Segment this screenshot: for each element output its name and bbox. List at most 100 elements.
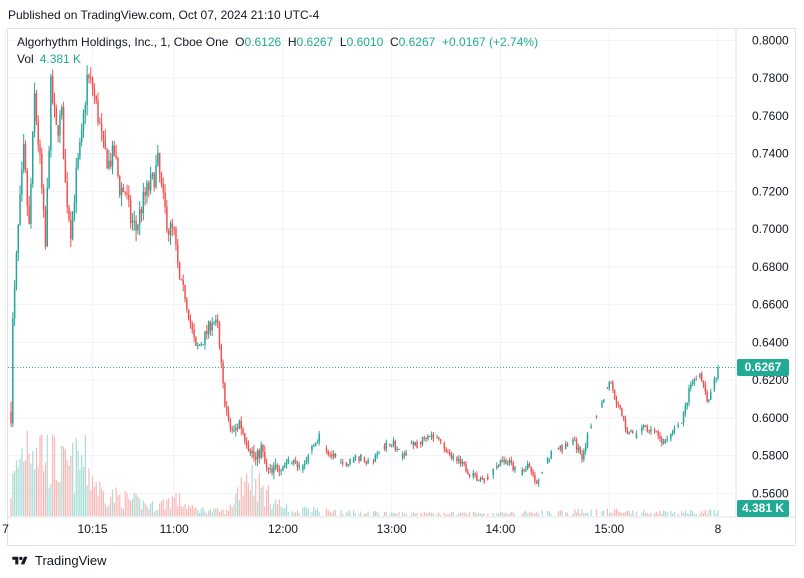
volume-bar bbox=[253, 496, 255, 516]
symbol-title[interactable]: Algorhythm Holdings, Inc., 1, Cboe One bbox=[17, 35, 229, 49]
candle-body bbox=[704, 384, 707, 392]
candle-body bbox=[559, 445, 562, 449]
candle-body bbox=[122, 187, 125, 193]
volume-label[interactable]: Vol bbox=[17, 52, 34, 66]
candle-body bbox=[423, 437, 426, 439]
volume-bar bbox=[583, 512, 585, 516]
candle-body bbox=[229, 420, 232, 429]
volume-bar bbox=[427, 512, 429, 516]
candle-body bbox=[64, 159, 67, 183]
candle-body bbox=[691, 382, 694, 385]
candle-body bbox=[126, 193, 128, 195]
volume-bar bbox=[226, 509, 228, 516]
volume-bar bbox=[438, 512, 440, 516]
candle-body bbox=[178, 262, 181, 279]
candle-body bbox=[162, 183, 165, 193]
volume-bar bbox=[302, 507, 304, 516]
candle-body bbox=[75, 167, 78, 203]
candle-body bbox=[677, 424, 679, 427]
time-tick-label: 10:15 bbox=[78, 522, 108, 536]
candle-body bbox=[307, 455, 310, 461]
candle-body bbox=[661, 438, 663, 444]
volume-bar bbox=[702, 512, 705, 516]
candle-body bbox=[247, 446, 250, 450]
volume-bar bbox=[244, 481, 246, 516]
volume-bar bbox=[73, 493, 76, 516]
candle-body bbox=[332, 453, 335, 457]
candle-body bbox=[79, 142, 81, 158]
volume-bar bbox=[576, 512, 578, 516]
candle-body bbox=[646, 426, 649, 432]
candle-body bbox=[17, 224, 20, 254]
candle-body bbox=[32, 131, 34, 184]
volume-bar bbox=[458, 513, 460, 516]
volume-bar bbox=[334, 509, 337, 516]
candle-body bbox=[695, 379, 697, 381]
candle-body bbox=[479, 478, 482, 480]
volume-bar bbox=[155, 510, 157, 516]
volume-bar bbox=[499, 512, 502, 516]
candle-body bbox=[12, 318, 14, 424]
volume-bar bbox=[46, 435, 48, 516]
candle-body bbox=[468, 474, 471, 477]
volume-bar bbox=[191, 504, 193, 516]
candle-body bbox=[62, 107, 65, 160]
volume-bar bbox=[131, 498, 134, 516]
volume-bar bbox=[33, 469, 36, 516]
volume-bar bbox=[164, 508, 166, 516]
volume-bar bbox=[701, 511, 703, 516]
volume-bar bbox=[102, 491, 105, 516]
candle-body bbox=[120, 187, 123, 196]
candle-body bbox=[506, 463, 509, 465]
footer-brand[interactable]: TradingView bbox=[10, 553, 107, 568]
volume-bar bbox=[577, 509, 580, 516]
volume-bar bbox=[285, 503, 288, 516]
volume-bar bbox=[247, 483, 250, 516]
candle-body bbox=[88, 75, 90, 78]
volume-bar bbox=[635, 511, 638, 516]
candle-body bbox=[610, 382, 612, 384]
candle-body bbox=[606, 388, 609, 390]
volume-bar bbox=[91, 476, 94, 516]
volume-bar bbox=[648, 514, 650, 516]
candle-body bbox=[603, 399, 605, 403]
candle-body bbox=[483, 478, 485, 482]
volume-bar bbox=[626, 510, 628, 516]
volume-bar bbox=[75, 438, 77, 516]
chart-legend: Algorhythm Holdings, Inc., 1, Cboe One O… bbox=[17, 35, 538, 49]
volume-bar bbox=[24, 460, 27, 516]
candle-body bbox=[439, 439, 442, 442]
candle-body bbox=[131, 221, 134, 224]
volume-bar bbox=[88, 468, 90, 516]
volume-bar bbox=[498, 513, 500, 516]
volume-bar bbox=[376, 511, 378, 516]
candle-body bbox=[91, 78, 94, 89]
volume-bar bbox=[160, 501, 163, 516]
volume-bar bbox=[492, 512, 494, 516]
candle-body bbox=[514, 466, 516, 471]
volume-bar bbox=[612, 513, 614, 516]
volume-bar bbox=[72, 442, 74, 516]
candle-body bbox=[73, 202, 76, 212]
volume-bar bbox=[394, 513, 396, 516]
volume-bar bbox=[314, 510, 317, 516]
candle-body bbox=[22, 144, 25, 170]
volume-bar bbox=[532, 514, 534, 516]
candle-body bbox=[586, 433, 589, 447]
volume-bar bbox=[35, 448, 37, 516]
candle-body bbox=[187, 309, 190, 321]
volume-bar bbox=[106, 507, 108, 516]
candle-body bbox=[534, 475, 536, 482]
candle-body bbox=[15, 253, 18, 287]
candle-body bbox=[445, 448, 447, 452]
candle-body bbox=[528, 463, 531, 467]
candle-body bbox=[581, 453, 583, 460]
volume-bar bbox=[708, 509, 710, 516]
candle-body bbox=[572, 439, 574, 444]
candle-body bbox=[671, 430, 674, 434]
candle-body bbox=[106, 149, 108, 169]
volume-bar bbox=[311, 512, 313, 516]
volume-bar bbox=[403, 513, 405, 516]
candle-body bbox=[294, 460, 297, 462]
